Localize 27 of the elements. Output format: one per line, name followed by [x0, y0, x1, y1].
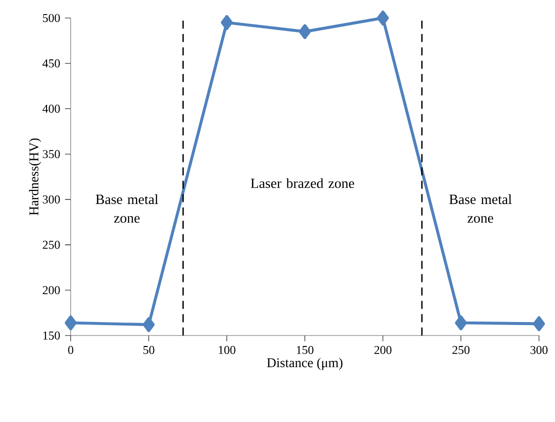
- annotation: Base metal zone: [449, 194, 512, 224]
- point: [454, 316, 467, 331]
- point: [533, 316, 545, 332]
- annotation: Base metal zone: [96, 194, 158, 224]
- x-tick-label: 100: [218, 346, 236, 354]
- point: [220, 15, 233, 30]
- x-tick-label: 200: [374, 346, 392, 354]
- point: [142, 317, 155, 332]
- y-tick-label: 200: [42, 286, 60, 294]
- x-tick-label: 250: [452, 346, 470, 354]
- y-tick-label: 150: [43, 332, 60, 340]
- y-tick-label: 400: [42, 104, 60, 113]
- y-axis-title: Hardness(HV): [29, 138, 42, 216]
- annotation: Laser brazed zone: [250, 178, 354, 188]
- y-tick-label: 300: [42, 196, 60, 204]
- point: [298, 24, 311, 40]
- x-tick-label: 300: [530, 346, 548, 354]
- y-tick-label: 450: [42, 60, 60, 68]
- x-tick-label: 150: [296, 346, 314, 354]
- x-tick-label: 50: [143, 346, 154, 354]
- point: [64, 316, 77, 331]
- x-axis-title: Distance (μm): [267, 358, 342, 370]
- y-tick-label: 250: [42, 240, 60, 250]
- x-tick-label: 0: [68, 346, 74, 354]
- y-tick-label: 350: [42, 150, 60, 158]
- point: [376, 10, 389, 26]
- y-tick-label: 500: [42, 14, 60, 22]
